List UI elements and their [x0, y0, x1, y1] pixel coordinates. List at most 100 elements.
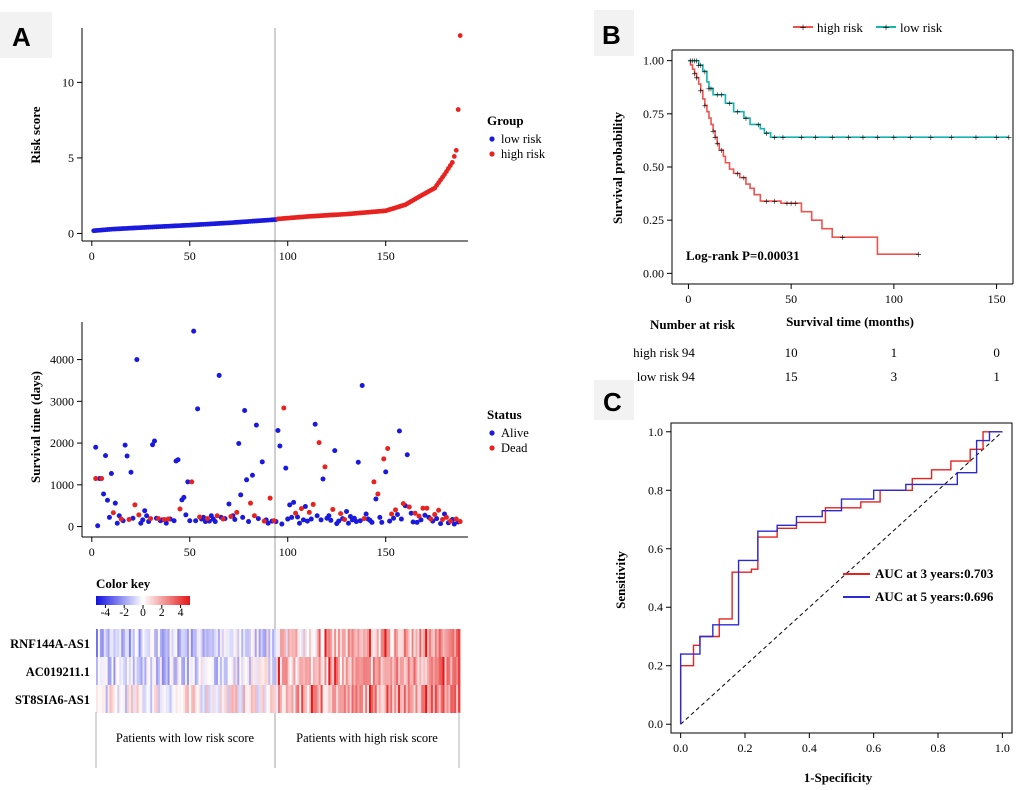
time-y-label: Survival time (days): [28, 371, 43, 483]
heatmap-cell: [136, 657, 139, 685]
dead-point: [428, 516, 434, 522]
heatmap-cell: [247, 657, 250, 685]
heatmap-cell: [97, 657, 101, 685]
heatmap-cell: [376, 657, 380, 685]
heatmap-cell: [421, 685, 424, 713]
color-key-tick-label: -4: [101, 607, 111, 619]
heatmap-cell: [367, 657, 370, 685]
heatmap-cell: [179, 629, 182, 657]
km-low-censor-mark: +: [813, 132, 819, 144]
heatmap-cell: [334, 685, 337, 713]
alive-point: [404, 452, 410, 458]
heatmap-cell: [243, 629, 246, 657]
heatmap-row-label: AC019211.1: [26, 665, 90, 679]
heatmap-cell: [338, 629, 341, 657]
heatmap-cell: [167, 685, 170, 713]
heatmap-cell: [212, 685, 215, 713]
alive-point: [291, 499, 297, 505]
heatmap-cell: [156, 629, 159, 657]
heatmap-cell: [283, 685, 287, 713]
heatmap-cell: [450, 685, 453, 713]
panel-a-box: [0, 12, 52, 58]
heatmap-cell: [152, 629, 155, 657]
heatmap-cell: [274, 629, 277, 657]
km-y-tick-label: 0.25: [643, 213, 664, 227]
dead-point: [453, 516, 459, 522]
heatmap-cell: [187, 629, 190, 657]
heatmap-cell: [268, 657, 271, 685]
heatmap-cell: [374, 685, 378, 713]
heatmap-cell: [177, 657, 180, 685]
heatmap-cell: [227, 657, 230, 685]
km-plot: Survival probability Survival time (mont…: [610, 20, 1014, 384]
heatmap-cell: [150, 657, 153, 685]
heatmap-cell: [332, 629, 335, 657]
roc-x-tick-label: 1.0: [995, 741, 1010, 755]
heatmap-cell: [425, 685, 428, 713]
dead-point: [298, 506, 304, 512]
heatmap-cell: [99, 629, 103, 657]
heatmap-cell: [260, 629, 263, 657]
color-key-tick-label: 4: [178, 607, 184, 619]
km-low-censor-mark: +: [993, 132, 999, 144]
risk-table-cell: 94: [682, 369, 696, 384]
heatmap-cell: [450, 629, 453, 657]
alive-point: [226, 501, 232, 507]
heatmap-cell: [378, 685, 382, 713]
heatmap-cell: [233, 629, 236, 657]
heatmap-cell: [336, 657, 339, 685]
heatmap-cell: [270, 685, 273, 713]
heatmap-cell: [173, 629, 176, 657]
heatmap-cell: [97, 629, 101, 657]
risk-table-cell: 10: [785, 345, 798, 360]
heatmap-cell: [324, 629, 327, 657]
heatmap-cell: [446, 685, 449, 713]
heatmap-cell: [204, 685, 207, 713]
heatmap-cell: [235, 685, 238, 713]
heatmap-cell: [134, 657, 138, 685]
heatmap-cell: [370, 657, 374, 685]
heatmap-cell: [308, 685, 312, 713]
heatmap-cell: [398, 657, 401, 685]
heatmap-cell: [229, 685, 232, 713]
time-y-tick-label: 0: [68, 520, 74, 534]
heatmap-cell: [237, 629, 240, 657]
alive-point: [308, 516, 314, 522]
legend-km-low: low risk: [900, 20, 943, 35]
heatmap-cell: [140, 685, 143, 713]
color-key-tick-label: -2: [119, 607, 129, 619]
roc-x-tick-label: 0.6: [866, 741, 881, 755]
heatmap-cell: [430, 629, 434, 657]
heatmap-cell: [452, 685, 455, 713]
heatmap-cell: [425, 657, 428, 685]
heatmap-cell: [142, 629, 145, 657]
heatmap-cell: [142, 685, 145, 713]
heatmap-cell: [328, 685, 331, 713]
heatmap-cell: [264, 657, 267, 685]
heatmap-cell: [210, 657, 213, 685]
high-risk-point: [453, 147, 459, 153]
heatmap-cell: [192, 629, 196, 657]
heatmap-cell: [262, 629, 265, 657]
legend-km-low-cross: +: [883, 20, 890, 34]
dead-point: [197, 514, 203, 520]
heatmap-cell: [128, 685, 132, 713]
heatmap-cell: [320, 657, 323, 685]
heatmap-cell: [376, 685, 380, 713]
roc-y-tick-label: 0.0: [648, 717, 663, 731]
heatmap-cell: [310, 629, 314, 657]
heatmap-cell: [301, 629, 304, 657]
heatmap-cell: [289, 685, 292, 713]
heatmap-cell: [225, 657, 229, 685]
heatmap-cell: [429, 629, 432, 657]
heatmap-cell: [111, 657, 114, 685]
heatmap-cell: [417, 685, 420, 713]
heatmap-cell: [278, 685, 281, 713]
heatmap-cell: [299, 657, 302, 685]
roc-x-label: 1-Specificity: [804, 770, 873, 785]
heatmap-cell: [115, 657, 118, 685]
heatmap-cell: [305, 629, 308, 657]
heatmap-cell: [252, 657, 256, 685]
dead-point: [99, 476, 105, 482]
heatmap-cell: [169, 657, 172, 685]
